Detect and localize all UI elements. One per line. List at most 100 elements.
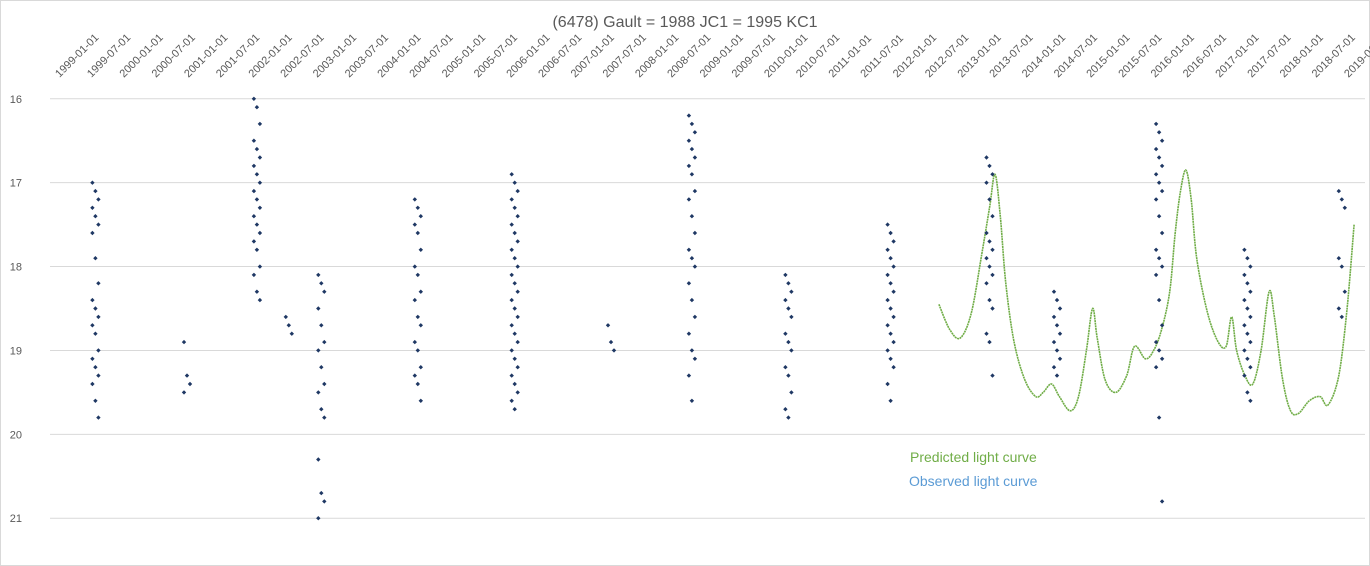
observed-point: [786, 339, 791, 345]
observed-point: [1156, 256, 1162, 261]
observed-point: [512, 407, 517, 412]
observed-point: [888, 331, 893, 336]
observed-point: [316, 272, 321, 278]
observed-point: [984, 331, 989, 336]
observed-point: [509, 247, 514, 252]
observed-point: [257, 297, 263, 303]
observed-point: [418, 365, 423, 370]
observed-series: [90, 96, 1347, 521]
observed-point: [1057, 331, 1063, 336]
observed-point: [319, 407, 324, 412]
observed-point: [1051, 314, 1057, 320]
observed-point: [1242, 348, 1247, 353]
observed-point: [1248, 398, 1253, 403]
observed-point: [789, 390, 794, 395]
observed-point: [515, 314, 520, 320]
observed-point: [1339, 314, 1344, 320]
y-tick-label: 19: [10, 345, 22, 357]
observed-point: [783, 272, 788, 278]
observed-point: [512, 356, 517, 361]
observed-point: [1153, 365, 1159, 370]
observed-point: [786, 306, 791, 311]
observed-point: [1245, 256, 1250, 261]
observed-point: [254, 247, 260, 252]
observed-point: [1057, 356, 1063, 361]
observed-point: [93, 398, 98, 403]
observed-point: [885, 381, 890, 387]
observed-point: [251, 138, 257, 143]
observed-point: [322, 289, 327, 294]
observed-point: [251, 188, 257, 194]
observed-point: [891, 289, 896, 294]
observed-point: [90, 356, 95, 361]
observed-point: [515, 214, 520, 219]
observed-point: [1153, 172, 1159, 177]
observed-point: [254, 197, 260, 202]
observed-point: [319, 281, 324, 286]
observed-point: [689, 398, 695, 403]
observed-point: [96, 314, 101, 320]
observed-point: [1245, 356, 1250, 361]
observed-point: [412, 197, 417, 202]
observed-point: [692, 130, 698, 135]
legend-predicted-label: Predicted light curve: [910, 449, 1037, 465]
observed-point: [254, 146, 260, 152]
observed-point: [984, 230, 989, 236]
observed-point: [689, 348, 695, 353]
observed-point: [783, 331, 788, 336]
predicted-series: [938, 169, 1355, 416]
observed-point: [512, 331, 517, 336]
observed-point: [1159, 323, 1165, 328]
observed-point: [692, 314, 698, 320]
y-tick-label: 16: [10, 94, 22, 106]
observed-point: [257, 205, 263, 210]
observed-point: [1153, 247, 1159, 252]
observed-point: [789, 289, 794, 294]
observed-point: [1057, 306, 1063, 311]
observed-point: [93, 306, 98, 311]
observed-point: [319, 323, 324, 328]
observed-point: [1245, 331, 1250, 336]
observed-point: [509, 373, 514, 378]
observed-point: [1054, 348, 1060, 353]
observed-point: [686, 247, 692, 252]
observed-point: [415, 205, 420, 210]
observed-point: [1051, 289, 1057, 294]
observed-point: [319, 365, 324, 370]
observed-point: [789, 348, 794, 353]
observed-point: [509, 197, 514, 202]
observed-point: [1156, 180, 1162, 185]
observed-point: [987, 339, 992, 345]
observed-point: [93, 365, 98, 370]
observed-point: [885, 297, 890, 303]
observed-point: [1242, 323, 1247, 328]
observed-point: [783, 365, 788, 370]
observed-point: [322, 339, 327, 345]
observed-point: [90, 297, 95, 303]
observed-point: [686, 281, 692, 286]
observed-point: [412, 264, 417, 269]
observed-point: [415, 314, 420, 320]
observed-point: [251, 163, 257, 169]
observed-point: [1159, 230, 1165, 236]
observed-point: [1339, 197, 1344, 202]
observed-point: [90, 205, 95, 210]
observed-point: [418, 214, 423, 219]
observed-point: [1156, 214, 1162, 219]
observed-point: [692, 264, 698, 269]
observed-point: [1156, 130, 1162, 135]
observed-point: [692, 356, 698, 361]
y-tick-label: 20: [10, 429, 22, 441]
observed-point: [181, 390, 187, 395]
observed-point: [257, 180, 263, 185]
observed-point: [891, 365, 896, 370]
observed-point: [1153, 197, 1159, 202]
observed-point: [322, 381, 327, 387]
observed-point: [1051, 339, 1057, 345]
observed-point: [512, 281, 517, 286]
observed-point: [1248, 289, 1253, 294]
observed-point: [412, 222, 417, 227]
observed-point: [415, 272, 420, 278]
observed-point: [418, 289, 423, 294]
